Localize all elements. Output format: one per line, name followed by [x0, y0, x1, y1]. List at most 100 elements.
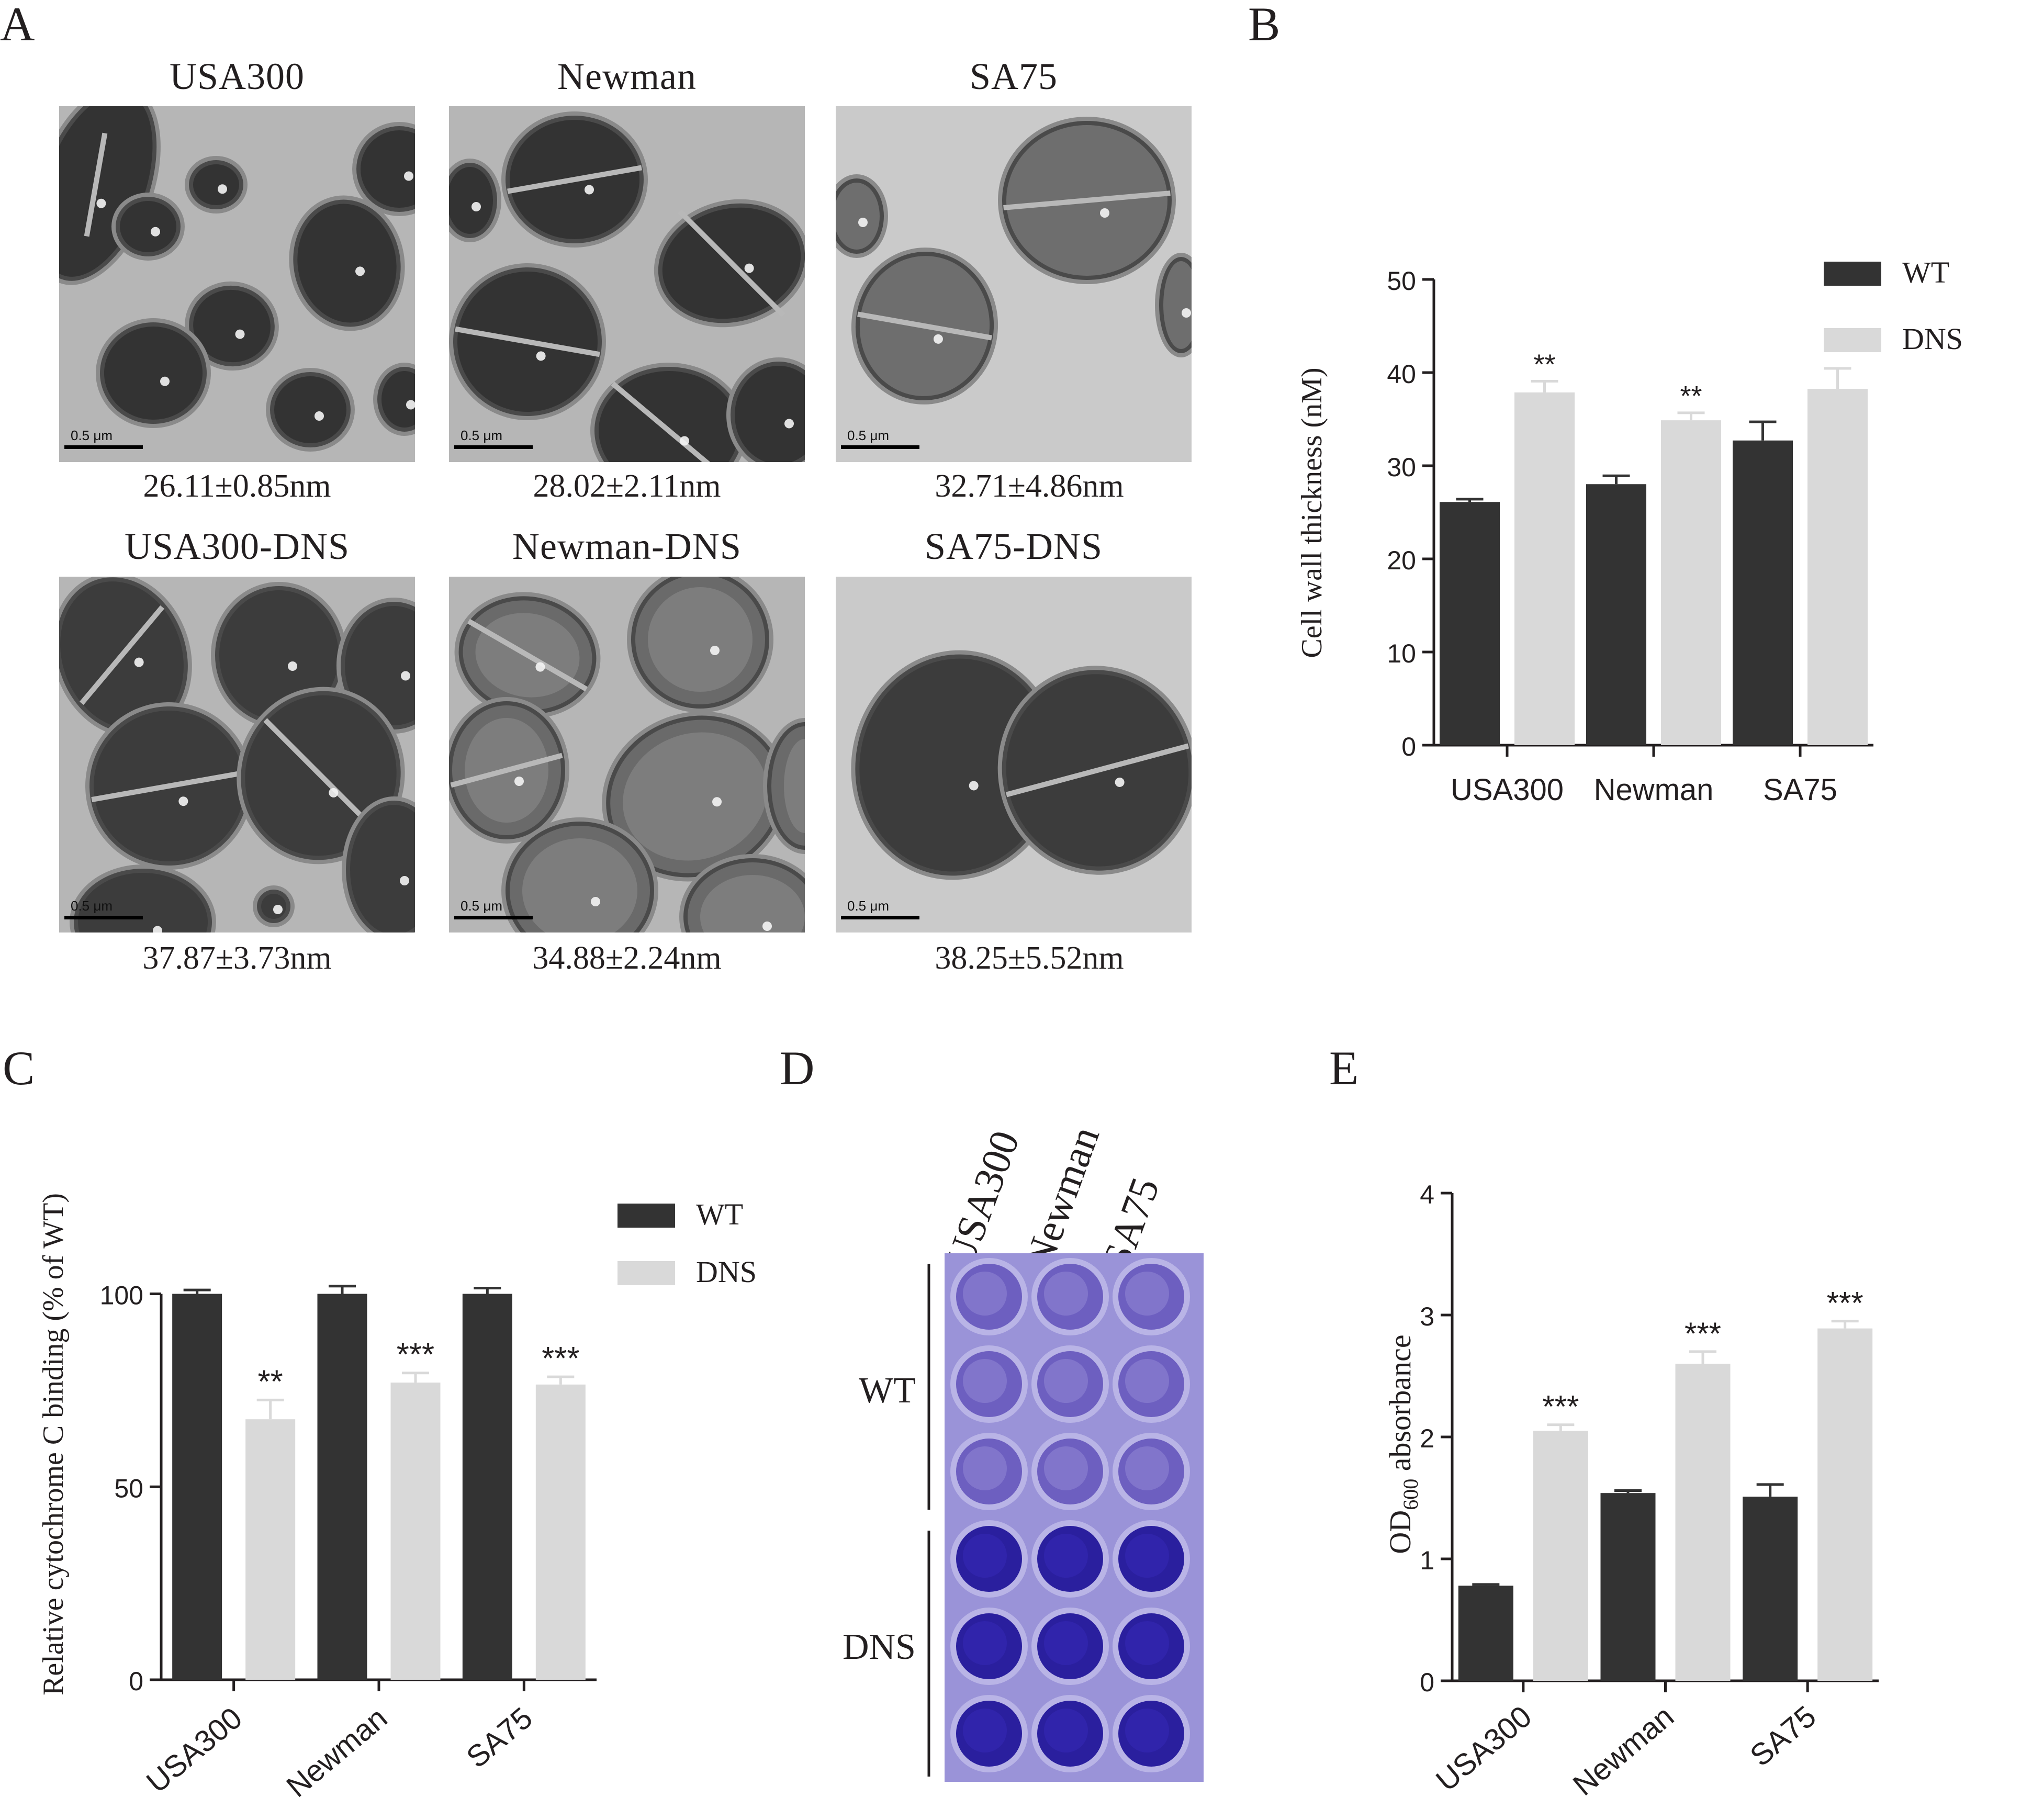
bacterial-cell: [59, 577, 192, 737]
bar-dns: [1675, 1364, 1731, 1681]
plate-column-label: USA300: [936, 1125, 1028, 1274]
well-center: [963, 1709, 1007, 1752]
micrograph-title: SA75: [969, 55, 1058, 97]
bar-wt: [317, 1294, 367, 1680]
bacterial-cell: [449, 159, 501, 242]
well-center: [963, 1621, 1007, 1665]
well-center: [1125, 1359, 1169, 1403]
micrograph-image: 0.5 μm: [449, 577, 805, 933]
bar-wt: [1586, 484, 1646, 745]
bar-wt: [1733, 440, 1793, 745]
bacterial-cell: [1155, 253, 1192, 357]
bacterial-cell: [85, 702, 253, 870]
panel-letter-d: D: [780, 1041, 815, 1095]
micrograph-title: SA75-DNS: [924, 525, 1103, 567]
bacterial-cell: [449, 697, 569, 844]
y-tick-label: 0: [129, 1667, 143, 1696]
scale-bar-label: 0.5 μm: [461, 428, 502, 443]
bar-dns: [1533, 1431, 1588, 1681]
category-label: Newman: [280, 1701, 394, 1804]
micrograph-caption: 32.71±4.86nm: [935, 468, 1124, 504]
legend-swatch-wt: [1824, 262, 1881, 286]
category-label: Newman: [1567, 1699, 1680, 1802]
bacterial-cell: [342, 796, 415, 933]
category-label: USA300: [140, 1701, 249, 1800]
significance-marker: ***: [1827, 1286, 1863, 1321]
panel-letter-b: B: [1248, 0, 1281, 51]
legend-label: DNS: [1902, 322, 1963, 356]
micrograph-image: 0.5 μm: [836, 106, 1192, 462]
well-center: [1044, 1446, 1088, 1490]
panel-letter-c: C: [3, 1041, 35, 1095]
scale-bar-label: 0.5 μm: [71, 428, 113, 443]
scale-bar-label: 0.5 μm: [847, 428, 889, 443]
bacterial-cell: [726, 357, 805, 462]
cell-wall-thickness-chart: 01020304050**USA300**Newman*SA75WTDNSCel…: [1296, 255, 1963, 807]
bacterial-cell: [602, 711, 788, 882]
y-axis-label: Relative cytochrome C binding (% of WT): [37, 1193, 70, 1695]
y-axis-label: Cell wall thickness (nM): [1296, 367, 1328, 658]
micrograph-caption: 34.88±2.24nm: [532, 940, 722, 976]
micrograph-title: USA300-DNS: [124, 525, 350, 567]
well-center: [1125, 1534, 1169, 1578]
well-center: [963, 1359, 1007, 1403]
y-tick-label: 50: [1387, 266, 1416, 296]
bar-wt: [1600, 1493, 1656, 1681]
bacterial-cell: [96, 318, 211, 428]
micrograph-title: Newman-DNS: [512, 525, 742, 567]
category-label: Newman: [1594, 773, 1714, 807]
y-tick-label: 10: [1387, 639, 1416, 668]
bar-wt: [172, 1294, 222, 1680]
well-center: [963, 1446, 1007, 1490]
bacterial-cell: [501, 817, 658, 933]
category-label: SA75: [1744, 1699, 1822, 1773]
bacterial-cell: [111, 193, 185, 261]
micrograph-image: 0.5 μm: [836, 577, 1192, 933]
category-label: USA300: [1451, 773, 1564, 807]
well-center: [1044, 1272, 1088, 1316]
y-tick-label: 20: [1387, 546, 1416, 575]
bacterial-cell: [373, 363, 415, 436]
well-center: [1125, 1621, 1169, 1665]
panel-letter-a: A: [0, 0, 35, 51]
y-tick-label: 100: [100, 1281, 143, 1310]
bar-dns: [1661, 420, 1721, 745]
bar-wt: [1440, 502, 1500, 745]
legend-swatch-dns: [617, 1261, 675, 1285]
well-center: [1044, 1534, 1088, 1578]
micrograph-caption: 26.11±0.85nm: [143, 468, 331, 504]
bar-dns: [1514, 392, 1575, 745]
category-label: SA75: [460, 1701, 538, 1774]
panel-letter-e: E: [1329, 1041, 1359, 1095]
bacterial-cell: [851, 650, 1061, 880]
bar-dns: [245, 1419, 296, 1680]
y-tick-label: 40: [1387, 359, 1416, 389]
svg-text:OD600 absorbance: OD600 absorbance: [1383, 1334, 1422, 1554]
micrograph-image: 0.5 μm: [449, 106, 805, 462]
category-label: USA300: [1430, 1699, 1538, 1798]
legend-label: WT: [1902, 255, 1949, 289]
bacterial-cell: [185, 281, 279, 371]
bacterial-cell: [501, 111, 648, 248]
y-tick-label: 30: [1387, 453, 1416, 482]
bacterial-cell: [627, 577, 773, 713]
bar-dns: [1817, 1328, 1873, 1681]
scale-bar-label: 0.5 μm: [847, 898, 889, 914]
y-axis-label: OD600 absorbance: [1383, 1334, 1422, 1554]
well-center: [1044, 1359, 1088, 1403]
significance-marker: **: [258, 1364, 283, 1400]
well-center: [1044, 1621, 1088, 1665]
y-tick-label: 4: [1420, 1180, 1434, 1209]
significance-marker: **: [1680, 380, 1702, 412]
micrograph-caption: 28.02±2.11nm: [533, 468, 721, 504]
significance-marker: ***: [1685, 1316, 1721, 1351]
micrograph-title: Newman: [557, 55, 697, 97]
bacterial-cell: [454, 592, 601, 718]
plate-body: [945, 1253, 1204, 1782]
bar-wt: [1743, 1497, 1798, 1681]
y-tick-label: 0: [1401, 732, 1416, 761]
bacterial-cell: [654, 199, 805, 328]
bacterial-cell: [590, 363, 747, 462]
y-tick-label: 50: [114, 1474, 143, 1503]
category-label: SA75: [1763, 773, 1837, 807]
